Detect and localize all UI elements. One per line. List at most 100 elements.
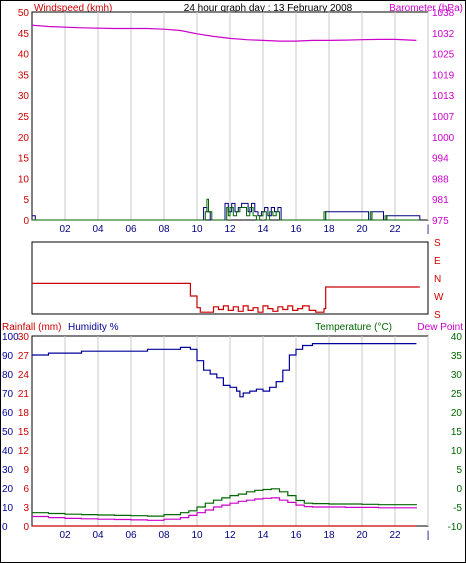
barometer-tick-label: 1025 — [432, 50, 455, 61]
rainfall-tick-label: 15 — [18, 427, 30, 438]
rainfall-tick-label: 21 — [18, 389, 30, 400]
rainfall-tick-label: 30 — [18, 332, 30, 343]
humidity-tick-label: 90 — [2, 351, 14, 362]
x-tick-label: 12 — [224, 224, 236, 235]
wind-barometer-grid — [64, 12, 429, 220]
x-tick-label: 10 — [191, 530, 203, 541]
barometer-tick-label: 1019 — [432, 70, 455, 81]
windspeed-axis-label: Windspeed (kmh) — [34, 3, 112, 14]
windspeed-tick-label: 50 — [18, 8, 30, 19]
rainfall-tick-label: 0 — [23, 522, 29, 533]
humidity-tick-label: 20 — [2, 484, 14, 495]
temperature-tick-label: 30 — [451, 370, 463, 381]
x-tick-label: 04 — [92, 224, 104, 235]
windspeed-tick-label: 10 — [18, 174, 30, 185]
x-tick-label: 22 — [389, 224, 401, 235]
x-tick-label: 06 — [125, 530, 137, 541]
direction-tick-label: S — [434, 238, 441, 249]
temperature-tick-label: 15 — [451, 427, 463, 438]
rainfall-tick-label: 3 — [23, 503, 29, 514]
windspeed-tick-labels: 0 5 10 15 20 25 30 35 40 45 50 — [18, 8, 30, 227]
x-tick-label: 20 — [356, 224, 368, 235]
wind-direction-series — [32, 282, 420, 313]
x-tick-label: 18 — [323, 224, 335, 235]
x-tick-label: 04 — [92, 530, 104, 541]
humidity-tick-labels: 0 10 20 30 40 50 60 70 80 90 100 — [2, 332, 19, 533]
humidity-temperature-x-tick-labels: 02 04 06 08 10 12 14 16 18 20 22 | — [59, 530, 429, 541]
wind-direction-plot-area — [31, 241, 429, 315]
windspeed-tick-label: 35 — [18, 70, 30, 81]
temperature-tick-label: 5 — [456, 465, 462, 476]
temperature-axis-label: Temperature (°C) — [315, 322, 392, 333]
temperature-tick-label: 20 — [451, 408, 463, 419]
humidity-tick-label: 40 — [2, 446, 14, 457]
windspeed-tick-label: 15 — [18, 154, 30, 165]
temperature-tick-label: 0 — [456, 484, 462, 495]
x-tick-label: 06 — [125, 224, 137, 235]
x-tick-label: | — [427, 530, 430, 541]
temperature-tick-label: -5 — [453, 503, 462, 514]
wind-average-line — [32, 198, 420, 221]
humidity-line — [32, 343, 417, 398]
humidity-tick-label: 80 — [2, 370, 14, 381]
wind-gust-line — [32, 202, 421, 221]
x-tick-label: 08 — [158, 530, 170, 541]
x-tick-label: 18 — [323, 530, 335, 541]
barometer-tick-label: 1032 — [432, 29, 455, 40]
humidity-tick-label: 0 — [2, 522, 8, 533]
x-tick-label: 16 — [290, 224, 302, 235]
temperature-line — [32, 488, 417, 517]
humidity-temperature-series — [32, 343, 417, 527]
direction-tick-label: E — [434, 256, 441, 267]
humidity-tick-label: 60 — [2, 408, 14, 419]
temperature-tick-label: 35 — [451, 351, 463, 362]
x-tick-label: 08 — [158, 224, 170, 235]
x-tick-label: 22 — [389, 530, 401, 541]
rainfall-tick-labels: 0 3 6 9 12 15 18 21 24 27 30 — [18, 332, 30, 533]
wind-direction-line — [32, 282, 420, 313]
barometer-line — [31, 24, 417, 42]
humidity-temperature-grid — [64, 336, 429, 526]
rainfall-tick-label: 9 — [23, 465, 29, 476]
x-tick-label: | — [427, 224, 430, 235]
rainfall-tick-label: 18 — [18, 408, 30, 419]
windspeed-tick-label: 25 — [18, 112, 30, 123]
windspeed-tick-label: 40 — [18, 50, 30, 61]
rainfall-tick-label: 6 — [23, 484, 29, 495]
wind-barometer-x-tick-labels: 02 04 06 08 10 12 14 16 18 20 22 | — [59, 224, 429, 235]
temperature-tick-label: -10 — [448, 522, 463, 533]
windspeed-tick-label: 45 — [18, 29, 30, 40]
temperature-tick-label: 40 — [451, 332, 463, 343]
windspeed-tick-label: 20 — [18, 133, 30, 144]
temperature-tick-labels: -10 -5 0 5 10 15 20 25 30 35 40 — [448, 332, 463, 533]
rainfall-tick-label: 27 — [18, 351, 30, 362]
humidity-tick-label: 10 — [2, 503, 14, 514]
barometer-tick-label: 988 — [432, 174, 449, 185]
barometer-tick-label: 1000 — [432, 133, 455, 144]
barometer-tick-label: 981 — [432, 195, 449, 206]
x-tick-label: 12 — [224, 530, 236, 541]
windspeed-tick-label: 30 — [18, 91, 30, 102]
x-tick-label: 14 — [257, 530, 269, 541]
barometer-tick-label: 1038 — [432, 8, 455, 19]
x-tick-label: 14 — [257, 224, 269, 235]
direction-tick-label: S — [434, 310, 441, 321]
chart-title: 24 hour graph day : 13 February 2008 — [184, 3, 353, 14]
direction-tick-label: N — [434, 274, 441, 285]
humidity-axis-label: Humidity % — [68, 322, 119, 333]
windspeed-tick-label: 5 — [23, 195, 29, 206]
direction-tick-label: W — [434, 292, 444, 303]
x-tick-label: 10 — [191, 224, 203, 235]
humidity-tick-label: 70 — [2, 389, 14, 400]
wind-barometer-series — [31, 24, 421, 221]
temperature-tick-label: 25 — [451, 389, 463, 400]
windspeed-tick-label: 0 — [23, 216, 29, 227]
barometer-tick-label: 1013 — [432, 91, 455, 102]
dewpoint-line — [32, 497, 417, 521]
barometer-axis-label: Barometer (hPa) — [389, 3, 463, 14]
